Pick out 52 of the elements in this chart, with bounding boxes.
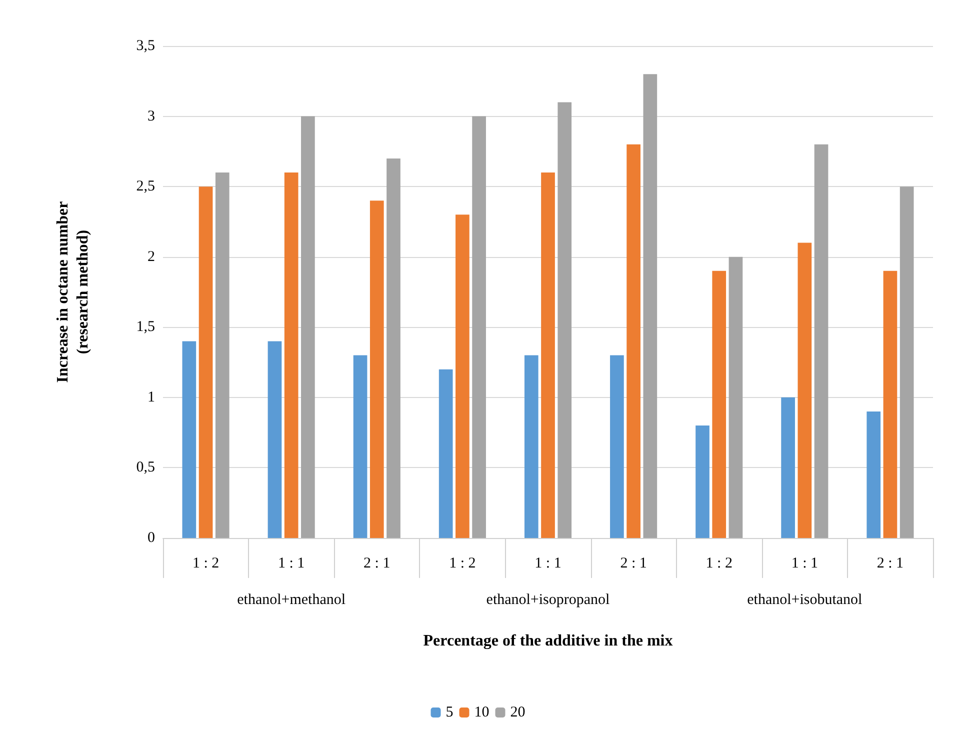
x-tick-label: 2 : 1: [364, 556, 390, 572]
y-tick-label: 2,5: [136, 178, 155, 195]
text: ethanol+isobutanol: [747, 592, 862, 608]
y-tick-label: 3: [148, 108, 155, 124]
x-tick-label: 1 : 2: [449, 556, 476, 572]
bar: [798, 242, 812, 538]
y-tick-label: 0: [148, 530, 155, 546]
text: ethanol+isopropanol: [486, 592, 610, 608]
bar: [438, 369, 453, 538]
bar: [524, 355, 538, 538]
x-tick-label: 1 : 1: [791, 556, 818, 572]
x-tick-label: 1 : 2: [192, 556, 220, 572]
bar: [558, 102, 572, 538]
bar: [198, 186, 213, 538]
y-tick-label: 0,5: [136, 460, 155, 476]
bar: [301, 116, 315, 538]
bar: [268, 341, 282, 538]
x-tick-label: 2 : 1: [876, 556, 904, 572]
y-axis-title: Increase in octane number (research method): [54, 201, 92, 383]
bar: [626, 144, 640, 538]
bar: [456, 214, 470, 538]
bar: [215, 172, 230, 538]
x-tick-label: 2 : 1: [620, 556, 647, 572]
legend-label: 5: [446, 704, 454, 720]
y-tick-label: 1,5: [136, 319, 155, 336]
y-tick-label: 3,5: [136, 38, 155, 54]
legend-label: 20: [510, 704, 526, 720]
bar: [883, 270, 898, 538]
x-tick-label: 1 : 2: [706, 556, 732, 572]
x-tick-label: 1 : 1: [534, 556, 562, 572]
y-tick-label: 1: [148, 389, 155, 406]
y-tick-label: 2: [148, 248, 155, 265]
bar: [386, 158, 400, 538]
text: ethanol+methanol: [237, 592, 346, 608]
bar: [541, 172, 555, 538]
bar: [353, 355, 368, 538]
bar: [472, 116, 486, 538]
bar: [814, 144, 828, 538]
bar: [610, 355, 624, 538]
legend-label: 10: [474, 704, 490, 720]
bar: [696, 426, 710, 538]
bar: [712, 270, 726, 538]
x-axis-title: Percentage of the additive in the mix: [423, 632, 673, 650]
bar: [643, 74, 658, 538]
bar: [182, 341, 196, 538]
bar: [781, 397, 795, 538]
x-tick-label: 1 : 1: [278, 556, 305, 572]
bar: [728, 256, 743, 538]
bar: [900, 186, 914, 538]
bar: [284, 172, 298, 538]
bar: [866, 411, 881, 538]
bar: [370, 200, 384, 538]
